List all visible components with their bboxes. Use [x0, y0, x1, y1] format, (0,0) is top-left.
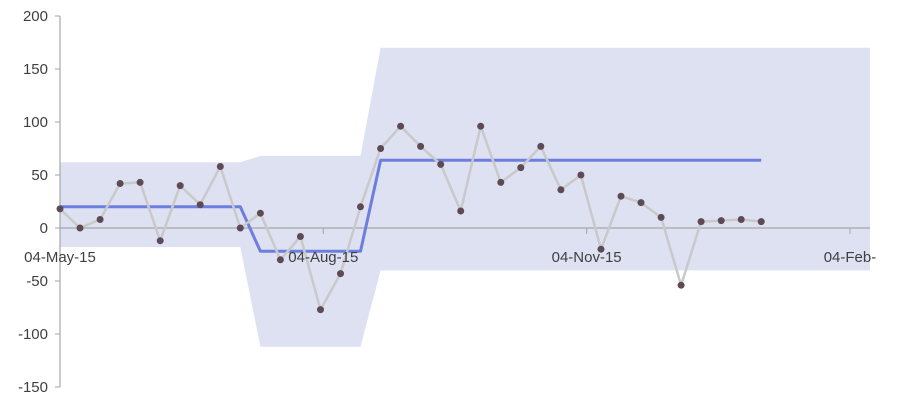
data-point [757, 218, 765, 226]
data-point [337, 270, 344, 278]
data-point [417, 142, 425, 150]
data-point [637, 199, 645, 207]
y-tick-label: -50 [26, 273, 48, 290]
tick-label-layer: 200 150 100 50 0 -50 -100 -150 04-May-15 04-Aug-1… [18, 8, 876, 396]
data-point [96, 216, 104, 223]
data-point [377, 145, 385, 152]
data-point [156, 237, 164, 245]
data-point [256, 209, 264, 217]
mean-line [60, 158, 762, 253]
data-point [517, 164, 525, 172]
x-tick-label: 04-Nov-15 [552, 249, 622, 266]
data-point [657, 213, 665, 221]
data-point [196, 201, 204, 209]
y-tick-label: 50 [31, 167, 48, 184]
data-point [497, 178, 505, 186]
series-line [59, 124, 762, 311]
data-point [537, 142, 545, 150]
data-point [677, 281, 685, 289]
y-tick-label: -100 [18, 326, 48, 343]
data-point [136, 178, 144, 186]
mean-line-layer [60, 158, 762, 253]
y-tick-label: 0 [40, 220, 48, 237]
y-tick-label: -150 [18, 379, 48, 396]
data-point [737, 216, 745, 223]
data-point [397, 122, 405, 130]
data-point [557, 186, 565, 194]
data-point [697, 218, 705, 226]
y-tick-label: 150 [23, 61, 48, 78]
axes-layer [55, 15, 870, 388]
data-point [276, 256, 284, 264]
data-series-layer [56, 122, 765, 314]
data-point [317, 306, 324, 314]
y-tick-label: 100 [23, 114, 48, 131]
data-point [617, 192, 625, 200]
data-point [76, 224, 84, 232]
data-point [477, 122, 485, 130]
x-tick-label: 04-May-15 [24, 249, 96, 266]
data-point [116, 180, 124, 187]
data-point [357, 203, 364, 211]
y-tick-label: 200 [23, 8, 48, 25]
x-tick-label: 04-Feb- [824, 249, 877, 266]
data-point [236, 224, 244, 232]
data-point [56, 205, 64, 213]
data-point [717, 217, 725, 225]
data-point [216, 163, 224, 170]
x-tick-label: 04-Aug-15 [288, 249, 358, 266]
data-point [577, 171, 585, 179]
data-point [437, 160, 445, 168]
data-point [597, 245, 605, 253]
data-point [296, 233, 304, 240]
data-point [176, 182, 184, 190]
data-point [457, 207, 465, 215]
